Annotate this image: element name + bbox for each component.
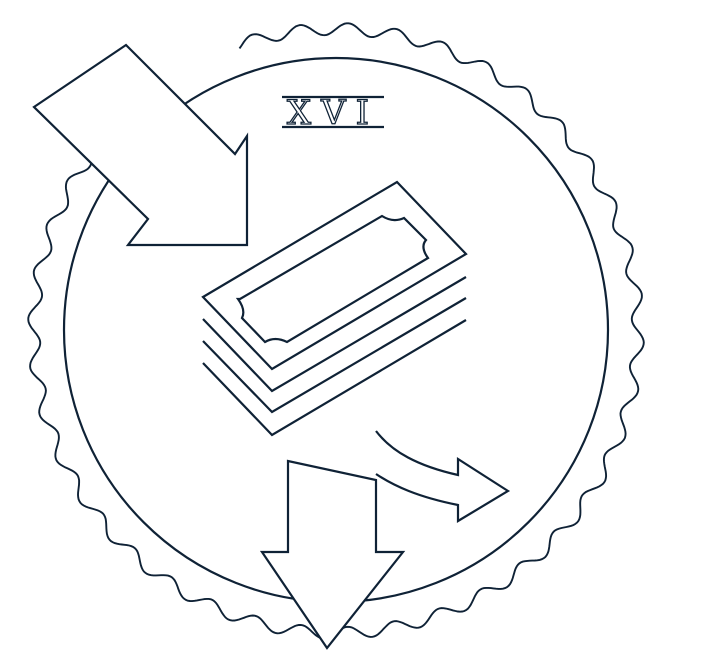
money-stack-icon: [201, 180, 468, 437]
bill-layer-4: [202, 319, 467, 437]
bill-layer-2: [202, 276, 467, 393]
bill-inner-panel: [235, 214, 430, 344]
top-bill: [201, 180, 468, 371]
roman-numeral: XVI: [287, 93, 379, 133]
bill-layer-3: [202, 297, 467, 414]
scalloped-seal-icon: [27, 22, 645, 640]
numeral-plaque: XVI: [282, 92, 384, 134]
inflow-arrow-icon: [32, 43, 249, 247]
outflow-arrow-icon: [259, 459, 406, 650]
curved-redirect-arrow-icon: [375, 430, 511, 523]
